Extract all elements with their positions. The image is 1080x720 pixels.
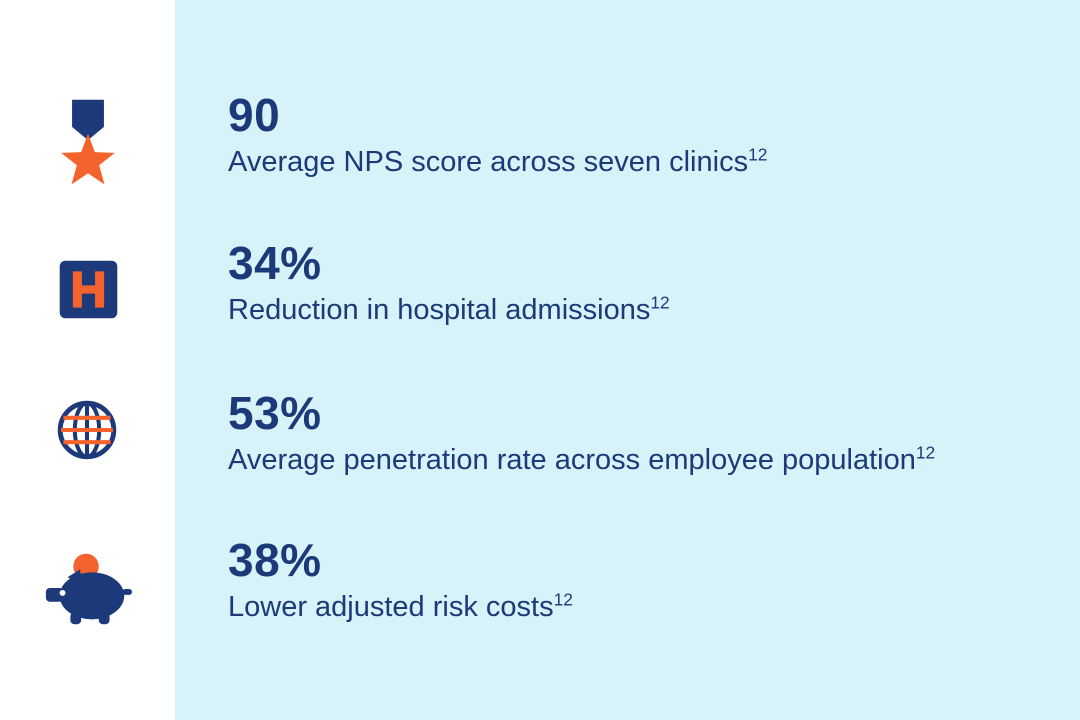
stat-row-nps: 90 Average NPS score across seven clinic… <box>228 88 767 180</box>
stat-description-penetration: Average penetration rate across employee… <box>228 442 936 476</box>
footnote-reference: 12 <box>650 292 670 313</box>
stat-value-penetration: 53% <box>228 387 322 439</box>
medal-star-icon <box>61 99 115 185</box>
stat-description-nps: Average NPS score across seven clinics12 <box>228 144 768 178</box>
stat-description-admissions: Reduction in hospital admissions12 <box>228 292 670 326</box>
stat-row-penetration: 53% Average penetration rate across empl… <box>228 386 935 478</box>
stat-value-nps: 90 <box>228 89 281 141</box>
hospital-icon <box>59 260 118 319</box>
globe-icon <box>57 400 117 460</box>
stat-description-risk-costs: Lower adjusted risk costs12 <box>228 589 573 623</box>
footnote-reference: 12 <box>915 442 936 463</box>
footnote-reference: 12 <box>748 144 768 165</box>
footnote-reference: 12 <box>553 589 573 610</box>
piggy-bank-icon <box>45 553 133 625</box>
stat-row-admissions: 34% Reduction in hospital admissions12 <box>228 236 670 328</box>
stat-value-admissions: 34% <box>228 237 322 289</box>
stat-row-risk-costs: 38% Lower adjusted risk costs12 <box>228 533 573 625</box>
stat-value-risk-costs: 38% <box>228 534 322 586</box>
stats-panel-background <box>175 0 1080 720</box>
